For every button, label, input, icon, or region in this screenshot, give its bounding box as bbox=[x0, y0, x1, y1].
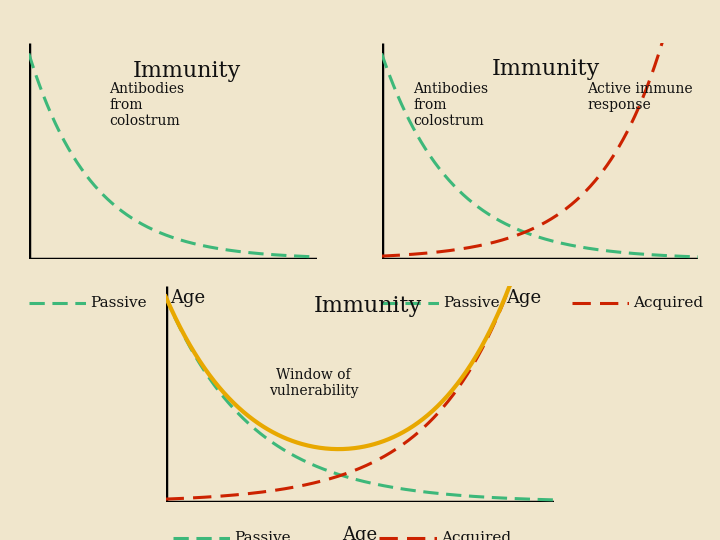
Text: Window of
vulnerability: Window of vulnerability bbox=[269, 368, 358, 399]
Text: Acquired: Acquired bbox=[441, 531, 510, 540]
Text: Immunity: Immunity bbox=[314, 295, 422, 317]
Text: Passive: Passive bbox=[234, 531, 291, 540]
Text: Passive: Passive bbox=[90, 296, 147, 310]
Text: Acquired: Acquired bbox=[633, 296, 703, 310]
Text: Antibodies
from
colostrum: Antibodies from colostrum bbox=[109, 82, 184, 129]
Text: Antibodies
from
colostrum: Antibodies from colostrum bbox=[413, 82, 488, 129]
Text: Age: Age bbox=[507, 289, 541, 307]
Text: Passive: Passive bbox=[443, 296, 500, 310]
Text: Active immune
response: Active immune response bbox=[588, 82, 693, 112]
Text: Age: Age bbox=[170, 289, 204, 307]
Text: Immunity: Immunity bbox=[492, 58, 600, 80]
Text: Age: Age bbox=[343, 526, 377, 540]
Text: Immunity: Immunity bbox=[133, 60, 241, 83]
